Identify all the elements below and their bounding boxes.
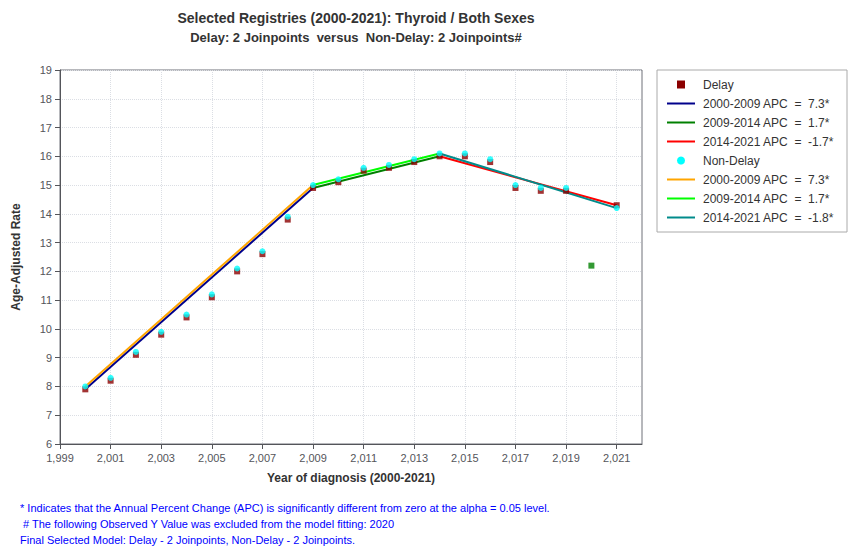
svg-text:Non-Delay: Non-Delay	[703, 154, 760, 168]
svg-text:2,017: 2,017	[502, 452, 530, 464]
svg-text:17: 17	[40, 122, 52, 134]
svg-text:7: 7	[46, 409, 52, 421]
svg-text:12: 12	[40, 265, 52, 277]
svg-text:2,001: 2,001	[97, 452, 125, 464]
svg-text:18: 18	[40, 93, 52, 105]
svg-text:11: 11	[41, 294, 52, 306]
svg-text:2,011: 2,011	[350, 452, 377, 464]
svg-text:Delay: Delay	[703, 78, 734, 92]
svg-text:Year of diagnosis (2000-2021): Year of diagnosis (2000-2021)	[267, 471, 435, 485]
svg-text:2,019: 2,019	[552, 452, 580, 464]
svg-text:14: 14	[40, 208, 52, 220]
svg-text:Age-Adjusted Rate: Age-Adjusted Rate	[9, 203, 23, 311]
svg-text:1,999: 1,999	[46, 452, 74, 464]
svg-text:2,007: 2,007	[249, 452, 277, 464]
svg-text:10: 10	[40, 323, 52, 335]
svg-text:8: 8	[46, 380, 52, 392]
svg-text:19: 19	[40, 64, 52, 76]
svg-text:6: 6	[46, 438, 52, 450]
svg-text:2,013: 2,013	[400, 452, 428, 464]
svg-text:16: 16	[40, 150, 52, 162]
svg-text:2,003: 2,003	[147, 452, 175, 464]
svg-text:2,021: 2,021	[603, 452, 631, 464]
svg-text:2,009: 2,009	[299, 452, 327, 464]
svg-text:15: 15	[40, 179, 52, 191]
svg-text:2009-2014 APC = 1.7*: 2009-2014 APC = 1.7*	[703, 192, 830, 206]
svg-text:Selected Registries (2000-2021: Selected Registries (2000-2021): Thyroid…	[177, 10, 534, 26]
svg-text:2,015: 2,015	[451, 452, 479, 464]
svg-text:Delay: 2 Joinpoints versus N: Delay: 2 Joinpoints versus Non-Delay: 2 …	[190, 30, 522, 45]
svg-text:2000-2009 APC = 7.3*: 2000-2009 APC = 7.3*	[703, 97, 830, 111]
svg-text:9: 9	[46, 352, 52, 364]
svg-text:* Indicates that the Annual Pe: * Indicates that the Annual Percent Chan…	[20, 502, 550, 514]
svg-text:2000-2009 APC = 7.3*: 2000-2009 APC = 7.3*	[703, 173, 830, 187]
svg-text:# The following Observed Y Val: # The following Observed Y Value was exc…	[20, 518, 394, 530]
svg-text:Final Selected Model: Delay -: Final Selected Model: Delay - 2 Joinpoin…	[20, 534, 355, 546]
svg-text:2,005: 2,005	[198, 452, 226, 464]
svg-text:2014-2021 APC = -1.8*: 2014-2021 APC = -1.8*	[703, 211, 834, 225]
svg-text:13: 13	[40, 237, 52, 249]
svg-text:2009-2014 APC = 1.7*: 2009-2014 APC = 1.7*	[703, 116, 830, 130]
svg-text:2014-2021 APC = -1.7*: 2014-2021 APC = -1.7*	[703, 135, 834, 149]
